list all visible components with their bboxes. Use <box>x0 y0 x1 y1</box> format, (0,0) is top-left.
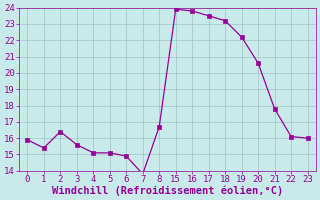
X-axis label: Windchill (Refroidissement éolien,°C): Windchill (Refroidissement éolien,°C) <box>52 185 283 196</box>
